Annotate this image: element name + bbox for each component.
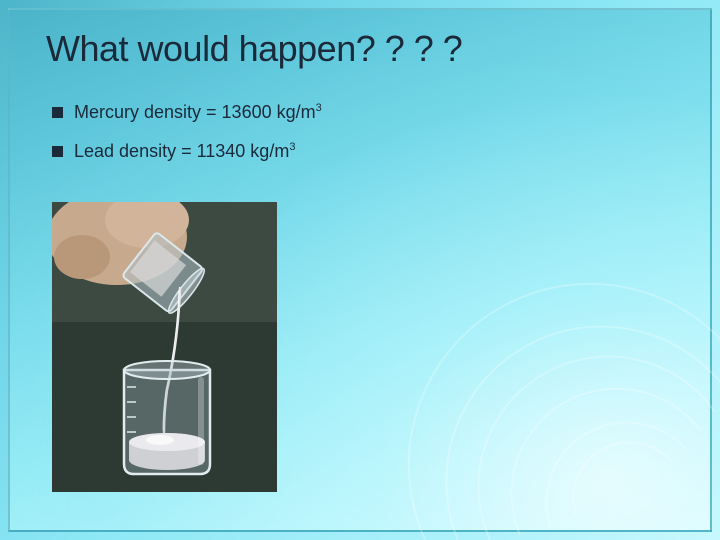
slide-frame: What would happen? ? ? ? Mercury density… xyxy=(8,8,712,532)
bullet-item-lead: Lead density = 11340 kg/m3 xyxy=(52,141,322,162)
bullet-superscript: 3 xyxy=(316,102,322,114)
bullet-superscript: 3 xyxy=(289,141,295,153)
bullet-text: Lead density = 11340 kg/m xyxy=(74,141,289,161)
bullet-text: Mercury density = 13600 kg/m xyxy=(74,102,316,122)
slide-title: What would happen? ? ? ? xyxy=(46,28,462,70)
bullet-item-mercury: Mercury density = 13600 kg/m3 xyxy=(52,102,322,123)
decorative-swirl xyxy=(370,190,720,540)
beaker-photo xyxy=(52,202,277,492)
bullet-list: Mercury density = 13600 kg/m3 Lead densi… xyxy=(52,102,322,180)
